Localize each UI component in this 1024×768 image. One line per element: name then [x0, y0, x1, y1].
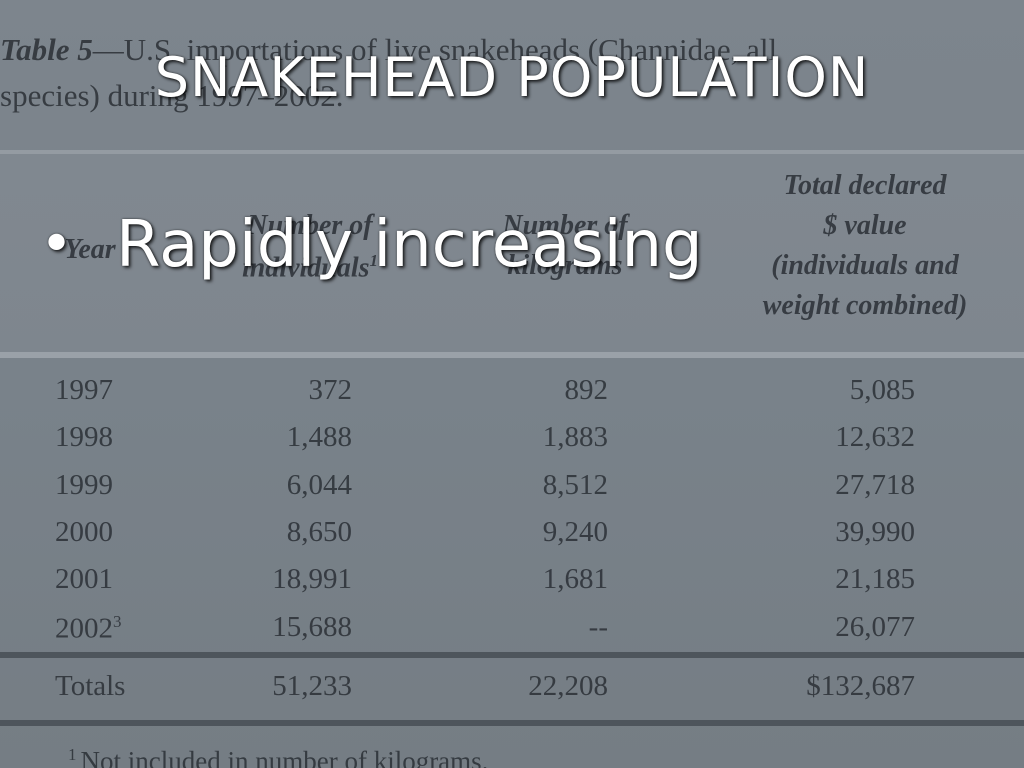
header-text: Total declared — [783, 170, 947, 201]
table-cell: 1997 — [55, 376, 113, 405]
table-cell: 1,488 — [132, 423, 352, 452]
table-cell: -- — [388, 610, 608, 643]
cell-text: 6,044 — [286, 468, 352, 501]
cell-text: 1,488 — [286, 421, 352, 454]
cell-text: 2000 — [55, 515, 113, 548]
cell-text: 12,632 — [835, 421, 915, 454]
header-text: Year — [64, 234, 116, 265]
cell-text: 1,681 — [542, 563, 608, 596]
table-cell: 22,208 — [388, 672, 608, 701]
header-text: (individuals and — [771, 250, 959, 281]
header-text: weight combined) — [762, 290, 968, 321]
bullet-text: Rapidly increasing — [116, 208, 703, 282]
footnote-text: Not included in number of kilograms. — [80, 746, 489, 768]
table-cell: 12,632 — [695, 423, 915, 452]
column-header: Number of — [405, 212, 725, 240]
table-cell: Totals — [55, 672, 125, 701]
column-header: $ value — [705, 212, 1024, 240]
cell-text: 1998 — [55, 421, 113, 454]
cell-text: 51,233 — [272, 670, 352, 702]
header-text: individuals — [241, 252, 370, 284]
table-caption: Table 5—U.S. importations of live snakeh… — [0, 34, 777, 65]
slide-title: SNAKEHEAD POPULATION — [154, 46, 870, 109]
table-cell: 8,512 — [388, 468, 608, 501]
header-note: 1 — [369, 251, 379, 270]
table-cell: 1,681 — [388, 565, 608, 594]
cell-text: 892 — [564, 374, 609, 406]
header-text: $ value — [823, 210, 907, 241]
table-cell: 18,991 — [132, 565, 352, 594]
header-text: Number of — [502, 210, 628, 241]
header-text: Number of — [247, 210, 373, 241]
table-cell: 5,085 — [695, 376, 915, 405]
rule — [0, 150, 1024, 154]
table-cell: 892 — [388, 374, 609, 406]
table-cell: 8,650 — [132, 515, 352, 548]
cell-text: 2002 — [55, 612, 113, 645]
cell-text: 1997 — [55, 374, 113, 406]
cell-text: 1999 — [55, 468, 113, 501]
cell-text: 5,085 — [849, 374, 915, 406]
table-cell: 21,185 — [695, 565, 915, 594]
cell-text: 372 — [308, 374, 353, 406]
cell-text: 27,718 — [835, 468, 915, 501]
column-header: Year — [0, 236, 250, 264]
rule — [0, 720, 1024, 726]
header-band — [0, 154, 1024, 354]
cell-text: 39,990 — [835, 515, 915, 548]
table-cell: 1999 — [55, 468, 113, 501]
table-cell: 15,688 — [132, 610, 352, 643]
cell-text: 2001 — [55, 563, 113, 596]
column-header: (individuals and — [705, 252, 1024, 280]
column-header: weight combined) — [705, 292, 1024, 320]
table-cell: 372 — [132, 374, 353, 406]
table-cell: 51,233 — [132, 672, 352, 701]
column-header: individuals1 — [150, 252, 470, 282]
cell-note: 3 — [113, 611, 122, 631]
table-cell: 6,044 — [132, 468, 352, 501]
bullet-dot: • — [40, 212, 74, 277]
table-caption: species) during 1997–2002. — [0, 78, 344, 113]
column-header: Number of — [150, 212, 470, 240]
cell-text: 15,688 — [272, 610, 352, 643]
rule — [0, 652, 1024, 658]
table-cell: 20023 — [55, 613, 122, 644]
table-cell: 9,240 — [388, 515, 608, 548]
caption-text: —U.S. importations of live snakeheads (C… — [92, 32, 778, 67]
cell-text: 8,512 — [542, 468, 608, 501]
table-cell: 1,883 — [388, 423, 608, 452]
caption-label: Table 5 — [0, 32, 93, 67]
table-cell: 1998 — [55, 423, 113, 452]
table-cell: 2001 — [55, 565, 113, 594]
column-header: Total declared — [705, 172, 1024, 200]
footnote-mark: 1 — [68, 745, 77, 764]
cell-text: 26,077 — [835, 610, 915, 643]
table-cell: 27,718 — [695, 468, 915, 501]
column-header: kilograms — [405, 252, 725, 280]
table-cell: 39,990 — [695, 515, 915, 548]
rule — [0, 352, 1024, 358]
footnote: 1 Not included in number of kilograms. — [68, 746, 488, 768]
table-cell: 26,077 — [695, 610, 915, 643]
cell-text: Totals — [55, 670, 126, 702]
cell-text: 21,185 — [835, 563, 915, 596]
cell-text: 22,208 — [528, 670, 608, 702]
table-cell: $132,687 — [695, 672, 915, 701]
table-cell: 2000 — [55, 515, 113, 548]
cell-text: 8,650 — [286, 515, 352, 548]
cell-text: -- — [588, 610, 608, 643]
header-text: kilograms — [507, 250, 623, 281]
cell-text: $132,687 — [806, 670, 915, 702]
cell-text: 18,991 — [272, 563, 352, 596]
cell-text: 1,883 — [542, 421, 608, 454]
cell-text: 9,240 — [542, 515, 608, 548]
